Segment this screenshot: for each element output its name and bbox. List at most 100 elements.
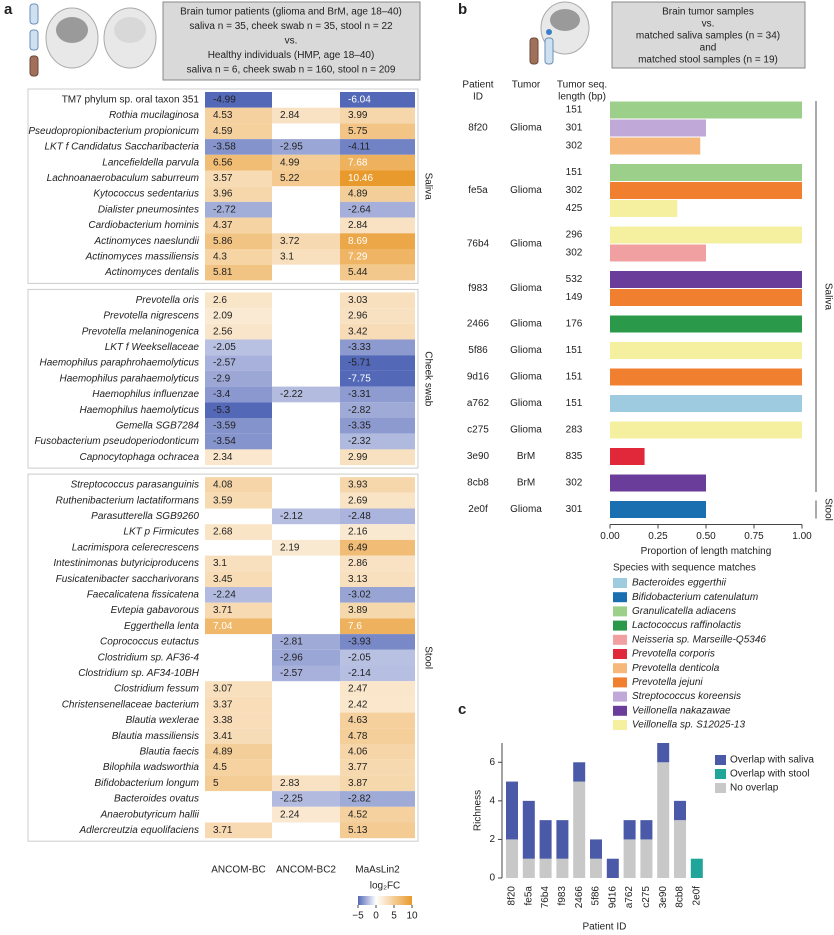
row-label: Clostridium sp. AF34-10BH — [78, 668, 200, 679]
heatmap-cell — [205, 712, 272, 729]
cell-value: 2.16 — [348, 527, 368, 538]
cell-value: -2.32 — [348, 436, 371, 447]
cell-value: -3.31 — [348, 389, 371, 400]
heatmap-cell — [340, 264, 415, 281]
seq-length: 302 — [566, 248, 583, 259]
cell-value: 3.72 — [280, 236, 300, 247]
legend-label: Veillonella nakazawae — [632, 705, 731, 716]
cell-value: 4.63 — [348, 715, 368, 726]
x-tick-label: 3e90 — [658, 886, 669, 909]
heatmap-cell — [272, 249, 340, 265]
seq-length: 283 — [566, 425, 583, 436]
heatmap-cell — [340, 618, 415, 635]
seq-length: 151 — [566, 398, 583, 409]
cell-value: 3.99 — [348, 110, 368, 121]
row-label: Lachnoanaerobaculum saburreum — [47, 173, 199, 184]
bar — [610, 315, 802, 333]
heatmap-cell — [272, 233, 340, 249]
group-label: Cheek swab — [422, 351, 433, 406]
cell-value: 2.69 — [348, 495, 368, 506]
cell-value: 2.96 — [348, 311, 368, 322]
patient-id: c275 — [467, 425, 489, 436]
heatmap-cell — [340, 571, 415, 587]
patient-id: 2e0f — [468, 504, 488, 515]
heatmap-cell — [205, 92, 272, 108]
heatmap-cell — [340, 92, 415, 108]
seq-length: 151 — [566, 372, 583, 383]
row-label: Actinomyces massiliensis — [85, 251, 199, 262]
heatmap-cell — [205, 449, 272, 466]
legend-label: Prevotella denticola — [632, 663, 720, 674]
x-tick-label: c275 — [641, 886, 652, 908]
heatmap-cell — [272, 170, 340, 187]
cell-value: -4.99 — [213, 94, 236, 105]
cell-value: 7.68 — [348, 157, 368, 168]
row-label: Clostridium sp. AF36-4 — [98, 652, 200, 663]
header-box-a — [162, 1, 421, 81]
row-label: Actinomyces dentalis — [104, 267, 199, 278]
colorbar-tick-label: 0 — [373, 911, 379, 922]
column-header: ID — [473, 92, 483, 103]
cell-value: 2.68 — [213, 527, 233, 538]
heatmap-cell — [340, 355, 415, 371]
heatmap-cell — [272, 665, 340, 682]
cell-value: -2.22 — [280, 389, 303, 400]
row-label: Blautia wexlerae — [126, 715, 200, 726]
y-tick-label: 0 — [489, 873, 495, 884]
header-line: saliva n = 35, cheek swab n = 35, stool … — [189, 21, 393, 32]
heatmap-cell — [340, 806, 415, 823]
cell-value: 3.59 — [213, 495, 233, 506]
x-tick-label: fe5a — [523, 886, 534, 906]
cell-value: 2.34 — [213, 452, 233, 463]
cell-value: 2.19 — [280, 542, 300, 553]
bar-segment — [506, 839, 518, 878]
x-tick-label: 1.00 — [792, 531, 812, 542]
heatmap-cell — [205, 154, 272, 171]
heatmap-cell — [205, 524, 272, 540]
header-box-b — [611, 1, 806, 69]
cell-value: -2.05 — [213, 342, 236, 353]
cell-value: 6.56 — [213, 157, 233, 168]
heatmap-cell — [340, 822, 415, 839]
column-header: Tumor — [512, 80, 541, 91]
heatmap-cell — [340, 449, 415, 466]
heatmap-cell — [340, 186, 415, 202]
cell-value: 2.24 — [280, 809, 300, 820]
row-label: Blautia faecis — [140, 746, 199, 757]
cell-value: 4.89 — [348, 189, 368, 200]
row-label: Lancefieldella parvula — [102, 157, 199, 168]
heatmap-cell — [340, 649, 415, 666]
row-label: Coprococcus eutactus — [100, 637, 199, 648]
heatmap-cell — [340, 418, 415, 434]
heatmap-cell — [340, 233, 415, 249]
cell-value: 4.89 — [213, 746, 233, 757]
cell-value: 2.6 — [213, 295, 227, 306]
row-label: Prevotella nigrescens — [103, 311, 199, 322]
legend-swatch — [613, 677, 627, 688]
heatmap-cell — [340, 696, 415, 713]
row-label: LKT f Weeksellaceae — [105, 342, 200, 353]
heatmap-cell — [340, 323, 415, 340]
cell-value: 2.84 — [280, 110, 300, 121]
bar-segment — [606, 858, 619, 878]
heatmap-cell — [272, 539, 340, 556]
heatmap-cell — [340, 154, 415, 171]
cell-value: -3.02 — [348, 589, 371, 600]
row-label: Kytococcus sedentarius — [93, 189, 199, 200]
column-label: MaAsLin2 — [355, 865, 400, 876]
cell-value: -3.54 — [213, 436, 236, 447]
row-label: Intestinimonas butyriciproducens — [53, 558, 199, 569]
heatmap-cell — [205, 186, 272, 202]
x-tick-label: 0.25 — [648, 531, 668, 542]
heatmap-cell — [205, 759, 272, 776]
legend-title: Species with sequence matches — [613, 563, 756, 574]
heatmap-cell — [205, 264, 272, 281]
cell-value: 7.29 — [348, 251, 368, 262]
legend-label: Overlap with stool — [730, 769, 809, 780]
heatmap-cell — [205, 822, 272, 839]
heatmap-cell — [340, 402, 415, 418]
cell-value: 7.6 — [348, 621, 362, 632]
heatmap-cell — [340, 775, 415, 792]
